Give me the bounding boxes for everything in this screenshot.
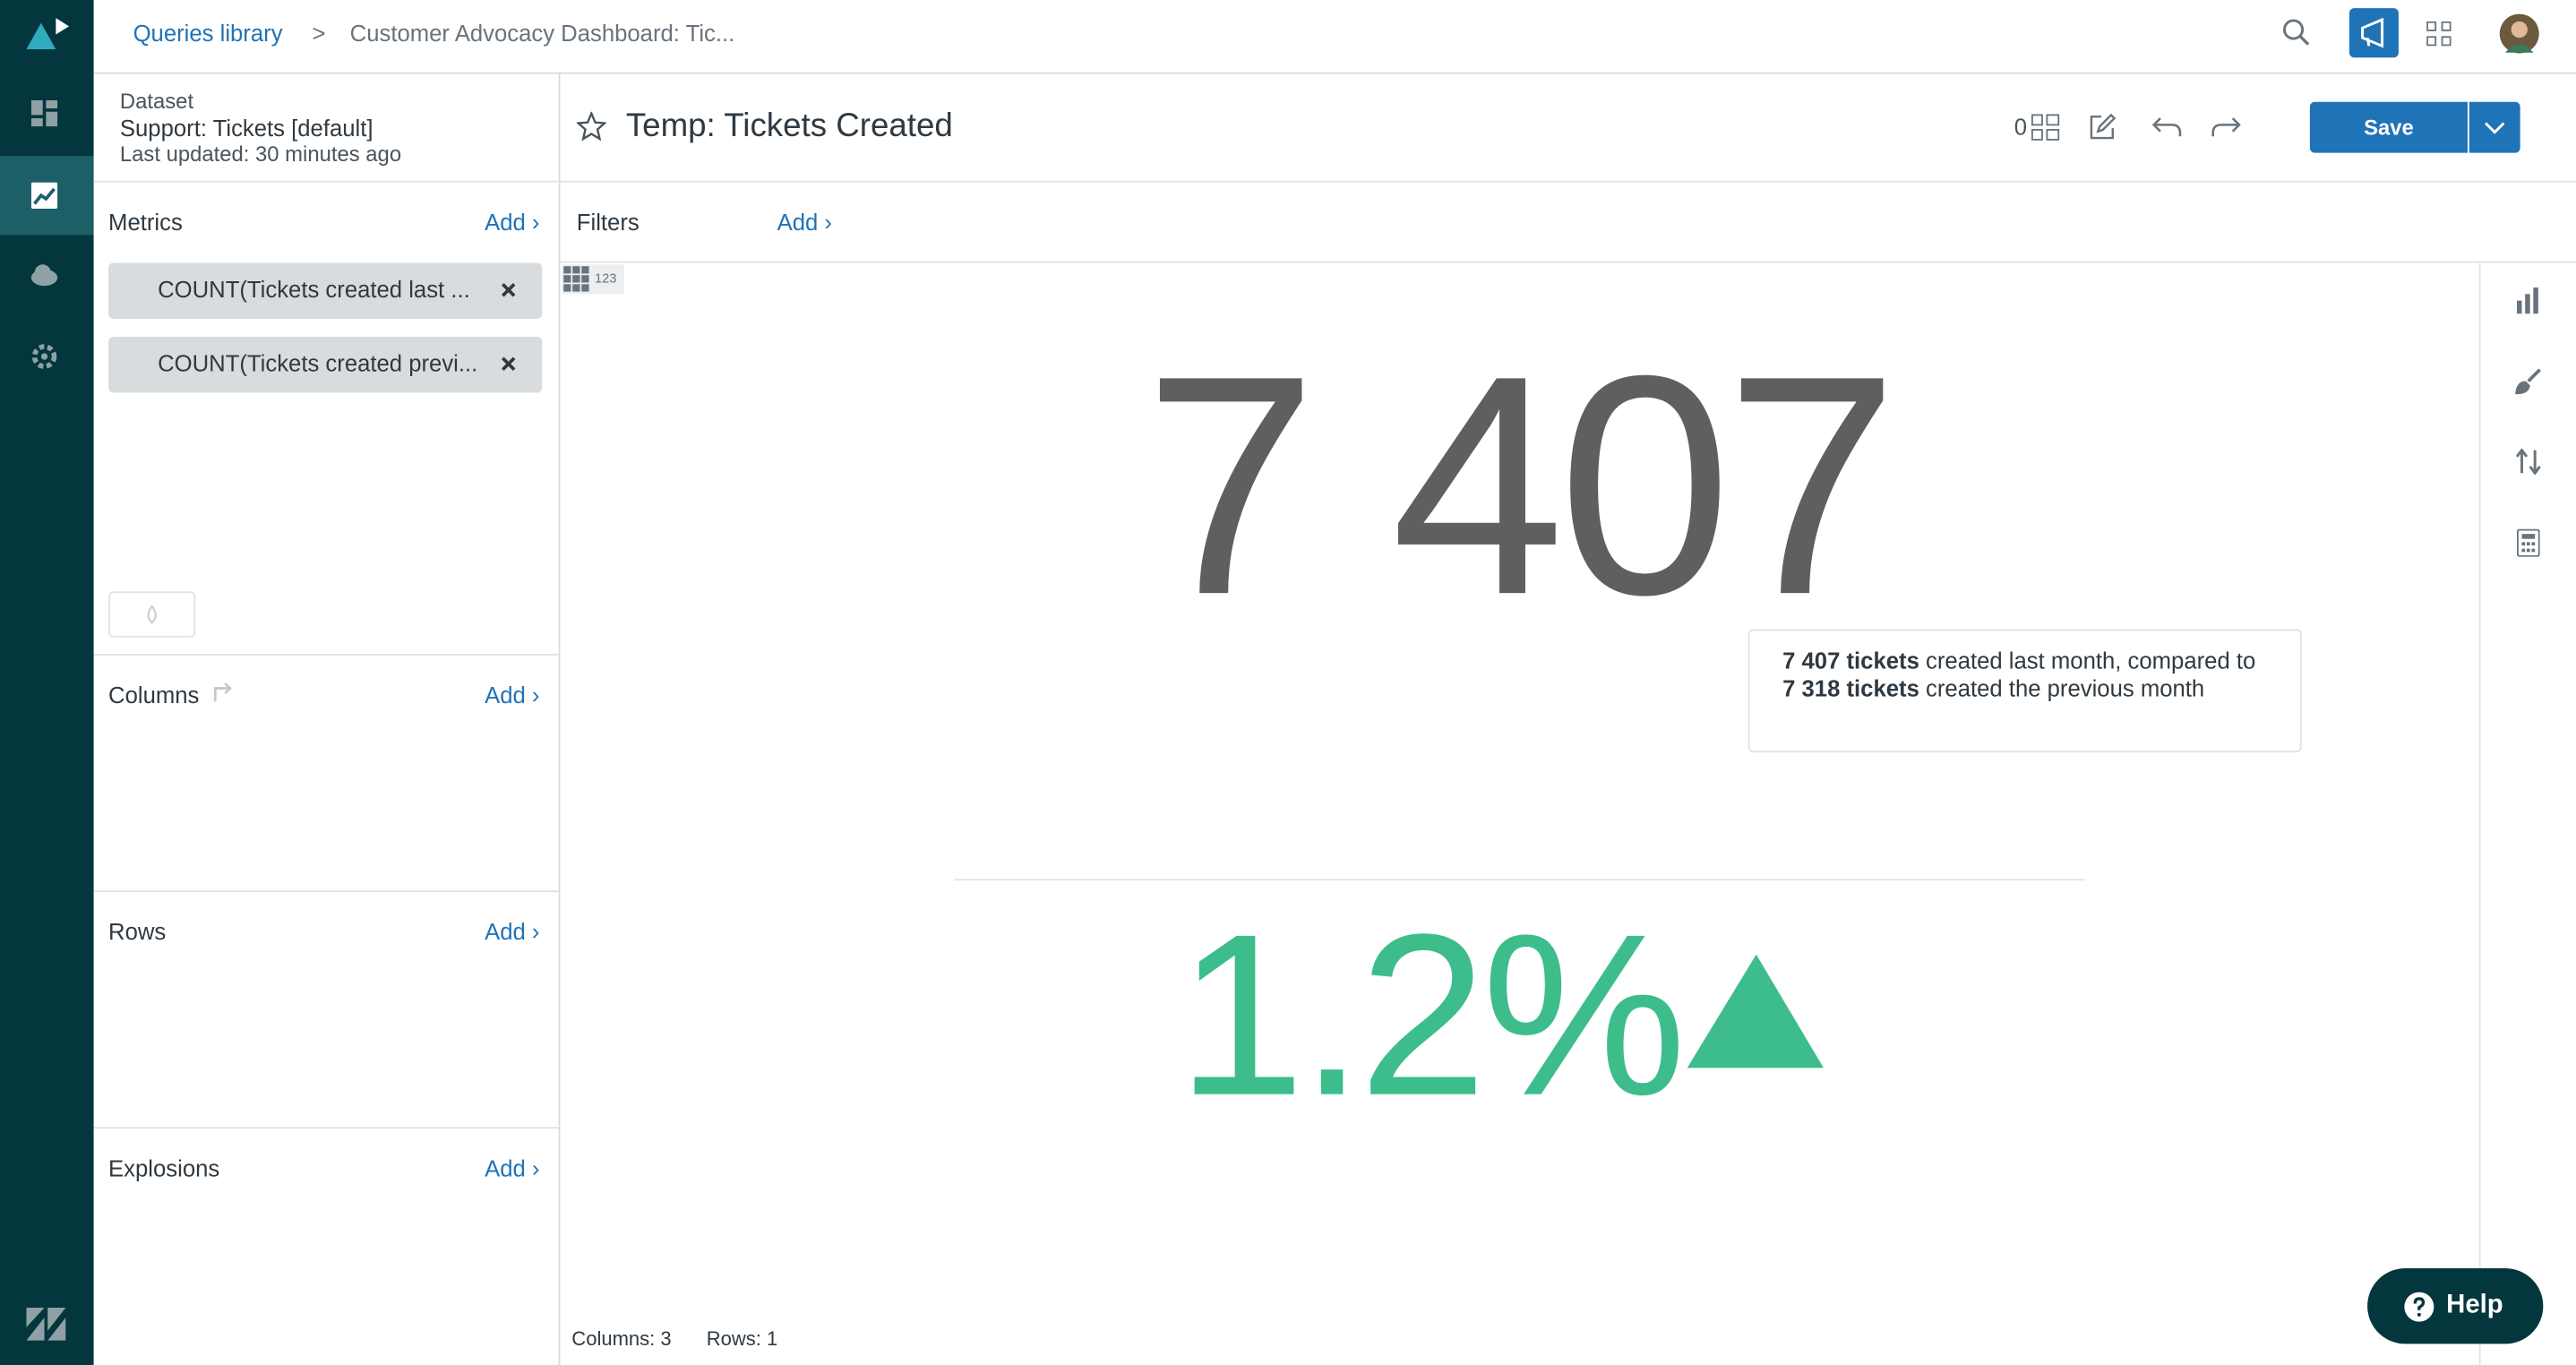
breadcrumb-current: Customer Advocacy Dashboard: Tic...	[349, 20, 735, 47]
divider	[93, 180, 2576, 183]
format-badge-label: 123	[594, 270, 617, 287]
dashboard-icon[interactable]	[30, 99, 58, 127]
analytics-icon[interactable]	[30, 182, 58, 209]
edit-icon[interactable]	[2088, 113, 2117, 142]
panel-divider	[558, 72, 561, 1365]
rows-add[interactable]: Add ›	[485, 918, 540, 945]
query-title[interactable]: Temp: Tickets Created	[625, 108, 953, 145]
save-options-button[interactable]	[2469, 101, 2520, 153]
metric-label: COUNT(Tickets created last ...	[158, 276, 470, 303]
filters-title: Filters	[576, 208, 640, 236]
metrics-add[interactable]: Add ›	[485, 208, 540, 236]
divider	[560, 261, 2576, 263]
apps-icon[interactable]	[2426, 21, 2451, 47]
metric-chip[interactable]: COUNT(Tickets created last ...	[108, 262, 543, 319]
zendesk-logo[interactable]	[26, 1308, 66, 1341]
search-icon[interactable]	[2282, 18, 2312, 47]
help-button[interactable]: Help	[2367, 1268, 2544, 1344]
format-icon[interactable]	[2515, 368, 2541, 395]
metrics-title: Metrics	[108, 208, 183, 236]
nav-bar	[0, 0, 94, 1365]
change-percent: 1.2%	[1177, 885, 1687, 1144]
remove-icon[interactable]	[501, 356, 517, 373]
columns-title: Columns	[108, 682, 200, 708]
summary-text: created the previous month	[1919, 674, 2205, 702]
divider	[93, 890, 559, 892]
dataset-label: Dataset	[119, 89, 194, 114]
columns-add[interactable]: Add ›	[485, 682, 540, 708]
filters-add[interactable]: Add ›	[777, 208, 832, 236]
chart-type-icon[interactable]	[2515, 287, 2541, 314]
summary-bold: 7 318 tickets	[1782, 674, 1919, 702]
result-icon[interactable]	[2031, 114, 2060, 142]
top-bar	[93, 0, 2576, 74]
remove-icon[interactable]	[501, 282, 517, 298]
summary-bold: 7 407 tickets	[1782, 647, 1919, 674]
metric-label: COUNT(Tickets created previ...	[158, 349, 478, 377]
breadcrumb-link[interactable]: Queries library	[133, 20, 283, 47]
swap-icon[interactable]	[210, 680, 236, 706]
undo-icon[interactable]	[2151, 115, 2182, 138]
calculator-icon[interactable]	[2516, 528, 2540, 557]
dataset-name[interactable]: Support: Tickets [default]	[119, 115, 374, 142]
calculated-metric-button[interactable]	[108, 591, 196, 638]
format-badge[interactable]: 123	[562, 264, 624, 295]
columns-count: Columns: 3	[571, 1327, 672, 1351]
separator-line	[954, 879, 2085, 881]
summary-text: created last month, compared to	[1919, 647, 2256, 674]
result-count: 0	[2014, 113, 2028, 140]
sidebar-divider	[2478, 262, 2481, 1365]
logo[interactable]	[23, 13, 73, 53]
favorite-icon[interactable]	[576, 111, 606, 142]
settings-icon[interactable]	[31, 343, 57, 369]
explosions-title: Explosions	[108, 1155, 220, 1181]
redo-icon[interactable]	[2211, 115, 2241, 138]
rows-count: Rows: 1	[706, 1327, 778, 1351]
save-button[interactable]: Save	[2309, 101, 2468, 153]
divider	[93, 1127, 559, 1129]
dataset-updated: Last updated: 30 minutes ago	[119, 141, 402, 167]
announcements-button[interactable]	[2348, 8, 2399, 58]
rows-title: Rows	[108, 918, 167, 945]
upload-icon[interactable]	[30, 262, 59, 288]
sort-icon[interactable]	[2515, 448, 2541, 476]
summary-box: 7 407 tickets created last month, compar…	[1747, 629, 2302, 753]
avatar[interactable]	[2499, 13, 2540, 55]
big-number: 7 407	[1144, 312, 1899, 661]
change-arrow	[1687, 954, 1824, 1069]
explosions-add[interactable]: Add ›	[485, 1155, 540, 1181]
divider	[93, 654, 559, 656]
metric-chip[interactable]: COUNT(Tickets created previ...	[108, 337, 543, 393]
help-label: Help	[2446, 1291, 2503, 1319]
breadcrumb-separator: >	[312, 20, 326, 47]
